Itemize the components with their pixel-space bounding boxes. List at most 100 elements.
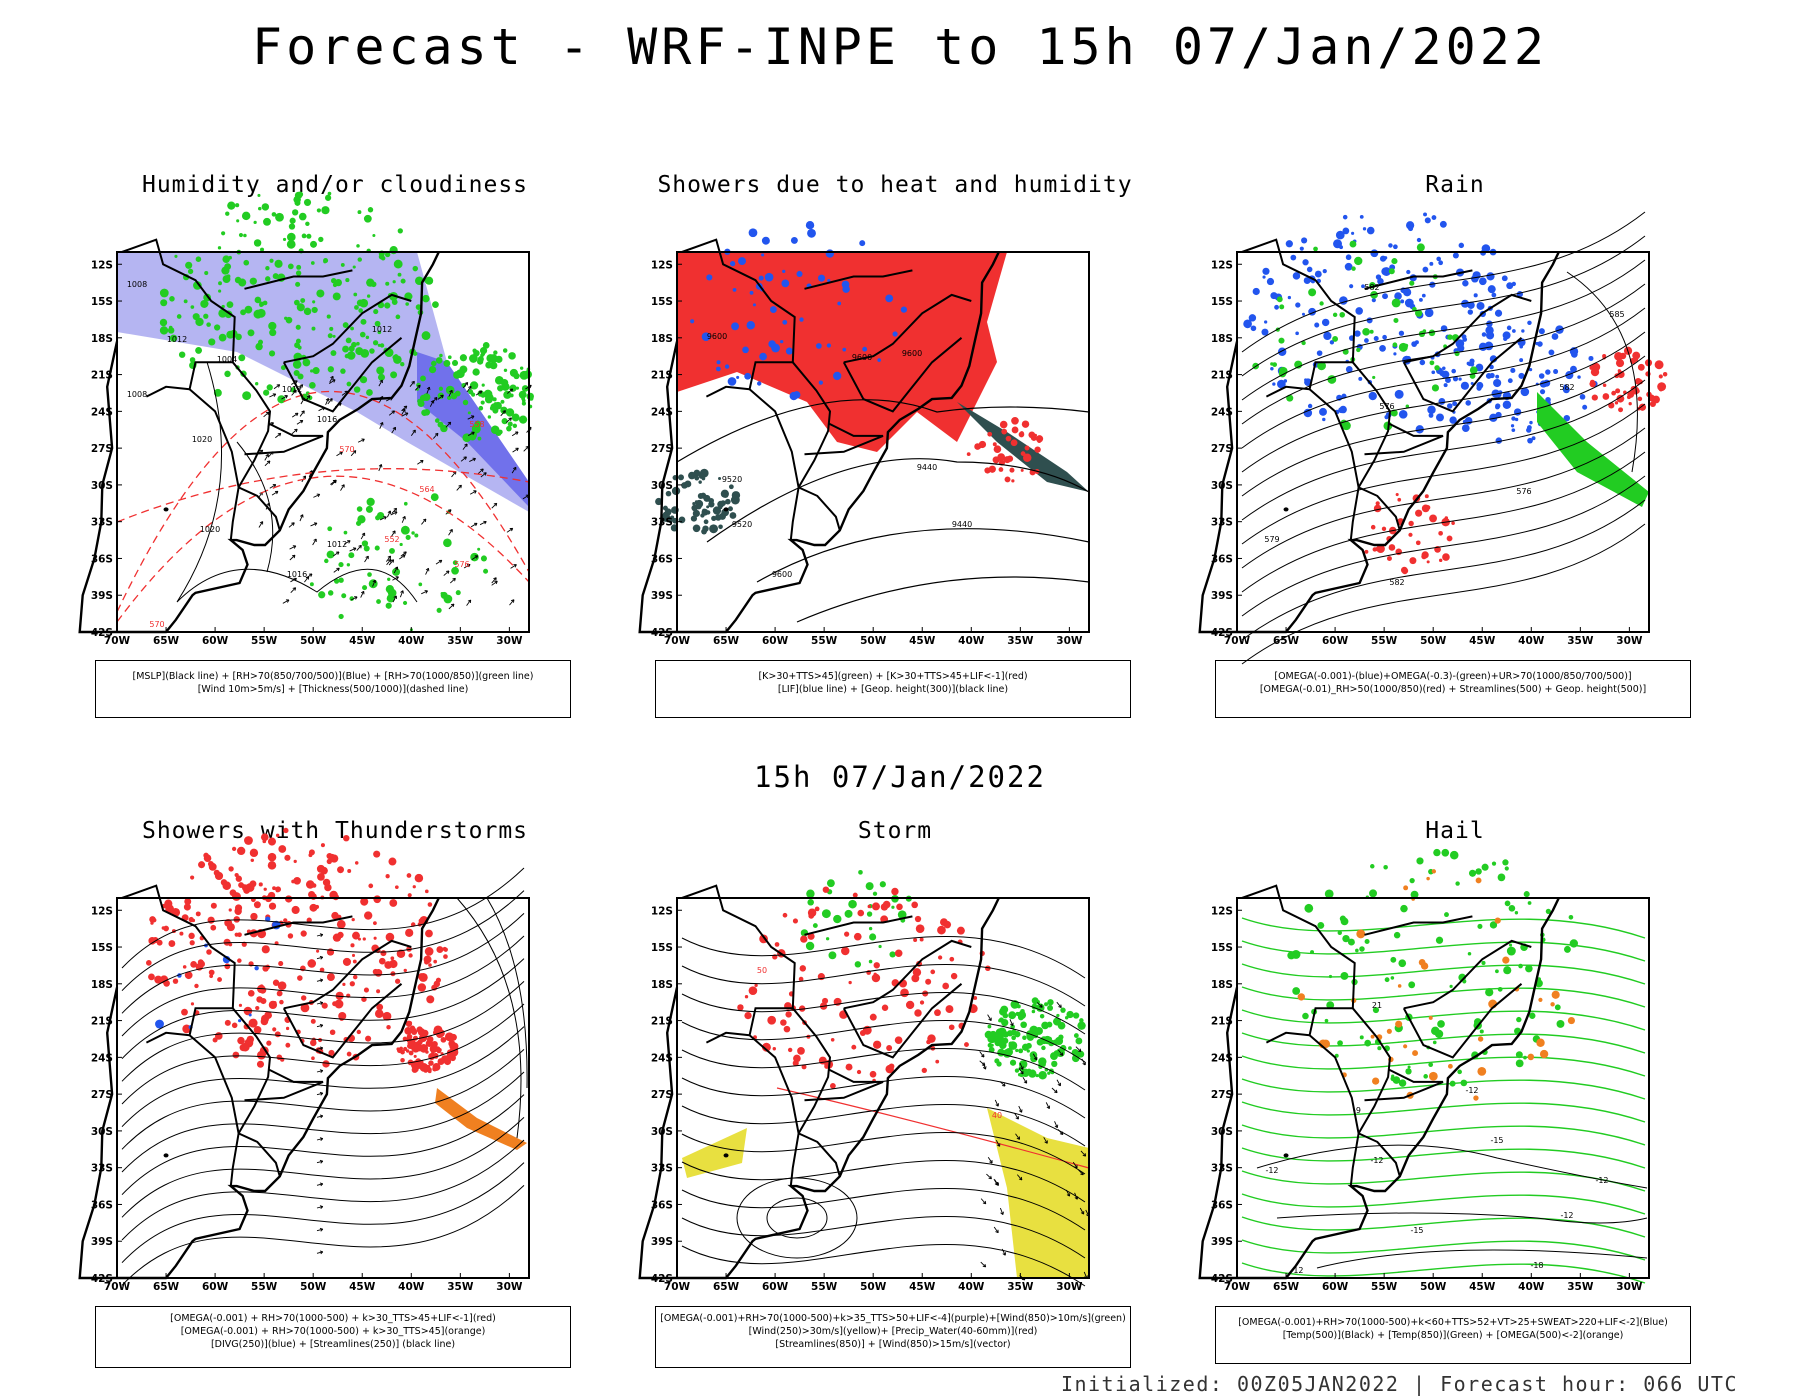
lat-label: 33S	[651, 1163, 673, 1175]
border-line	[244, 422, 324, 456]
rh-green-line	[174, 254, 178, 258]
arrow-head	[493, 502, 498, 507]
arrow-head	[1000, 1211, 1004, 1215]
wind-vector	[356, 545, 362, 551]
wind-vector	[410, 429, 416, 437]
arrow-head	[394, 511, 398, 515]
streamline	[681, 1188, 1086, 1231]
lat-label: 12S	[651, 905, 673, 917]
red-cells	[363, 987, 369, 993]
omega-red	[1662, 372, 1668, 377]
lat-label: 36S	[651, 553, 673, 565]
lif-line	[752, 303, 756, 307]
temp850-line	[1563, 945, 1571, 953]
lake-mark	[163, 507, 169, 512]
omega-red	[1628, 402, 1632, 406]
lif-line	[759, 352, 767, 361]
rh-green-line	[430, 493, 439, 502]
lake-mark	[723, 1153, 729, 1158]
arrow-head	[394, 566, 399, 570]
omega-blue	[1314, 270, 1322, 278]
omega-red	[1408, 532, 1413, 537]
border-line	[238, 486, 281, 531]
red-cells	[297, 975, 303, 981]
arrow-head	[319, 933, 324, 937]
lat-label: 36S	[1211, 553, 1233, 565]
streamline	[1241, 499, 1646, 641]
omega-blue	[1370, 249, 1379, 258]
red-cells	[249, 880, 257, 888]
divg-blue	[265, 916, 271, 922]
red-cells	[429, 1044, 438, 1053]
green-area	[728, 484, 734, 490]
arrow-head	[424, 590, 428, 594]
rh-green-line	[218, 289, 222, 293]
wind-vector	[329, 379, 336, 384]
wind-vector	[329, 376, 334, 383]
wind850-green	[1050, 1052, 1058, 1060]
red-cells	[272, 1001, 277, 1005]
border-line	[843, 939, 972, 1010]
arrow-head	[411, 380, 415, 385]
lat-label: 33S	[651, 517, 673, 529]
wind-vector	[460, 456, 467, 462]
red-cells	[207, 916, 215, 924]
wind850-green	[1029, 1051, 1038, 1059]
wind850-green	[812, 923, 818, 929]
green-area	[661, 512, 671, 522]
lif-line	[724, 364, 730, 369]
omega-orange	[1473, 1095, 1479, 1101]
omega-blue	[1335, 230, 1345, 240]
red-cells	[249, 848, 259, 858]
wind-vector	[470, 522, 478, 528]
border-line	[1265, 1031, 1310, 1044]
temp850-line	[1392, 1076, 1401, 1084]
precip-water	[937, 955, 943, 960]
omega-blue	[1338, 407, 1345, 414]
wind-vector	[379, 422, 384, 429]
map-rain[interactable]: 58258558257657957658212S15S18S21S24S27S3…	[1198, 202, 1695, 692]
panel-rain: Rain 582 585 582 576 579 576 582 12S 15S 18S 21S 24…	[1198, 172, 1695, 718]
wind-vector	[399, 554, 406, 560]
temp500-line	[1276, 1212, 1648, 1224]
red-cells	[408, 1021, 413, 1026]
omega-blue	[1481, 244, 1491, 253]
wind-vector	[994, 1099, 999, 1107]
red-area	[992, 442, 997, 447]
wind-vector	[378, 464, 382, 472]
red-cells	[442, 946, 447, 952]
lat-label: 24S	[1211, 406, 1233, 418]
lif-line	[807, 228, 816, 238]
legend-line: [Temp(500)](Black) + [Temp(850)](Green) …	[1282, 1330, 1624, 1341]
omega-blue	[1545, 369, 1551, 375]
arrow-head	[332, 479, 337, 484]
rh-green-line	[511, 413, 520, 422]
contour-label: 570	[339, 445, 354, 454]
precip-water	[867, 904, 871, 909]
omega-red	[1614, 401, 1619, 405]
omega-blue	[1264, 320, 1268, 324]
map-storm[interactable]: 504012S15S18S21S24S27S30S33S36S39S42S70W…	[638, 848, 1135, 1338]
omega-orange	[1418, 959, 1426, 966]
temp850-line	[1241, 1193, 1646, 1215]
omega-green	[1279, 304, 1285, 310]
temp850-line	[1529, 1012, 1536, 1019]
omega-orange	[1426, 876, 1430, 881]
map-hail[interactable]: -9-12-12-15-12-18-12-15-12-122112S15S18S…	[1198, 848, 1695, 1338]
wind-vector	[388, 410, 395, 416]
wind850-green	[821, 909, 831, 919]
temp850-line	[1384, 977, 1390, 983]
precip-water	[934, 1009, 941, 1017]
rh-green-line	[349, 596, 355, 601]
precip-water	[841, 946, 850, 956]
wind-vector	[400, 551, 407, 557]
wind-vector	[1075, 1046, 1082, 1052]
rh-green-line	[321, 206, 330, 215]
rh-green-line	[377, 343, 381, 347]
wind-vector	[341, 390, 348, 396]
red-cells	[194, 983, 199, 989]
map-humidity[interactable]: 1008101210041012100810121016102010201016…	[78, 191, 575, 692]
omega-blue	[1277, 379, 1286, 389]
